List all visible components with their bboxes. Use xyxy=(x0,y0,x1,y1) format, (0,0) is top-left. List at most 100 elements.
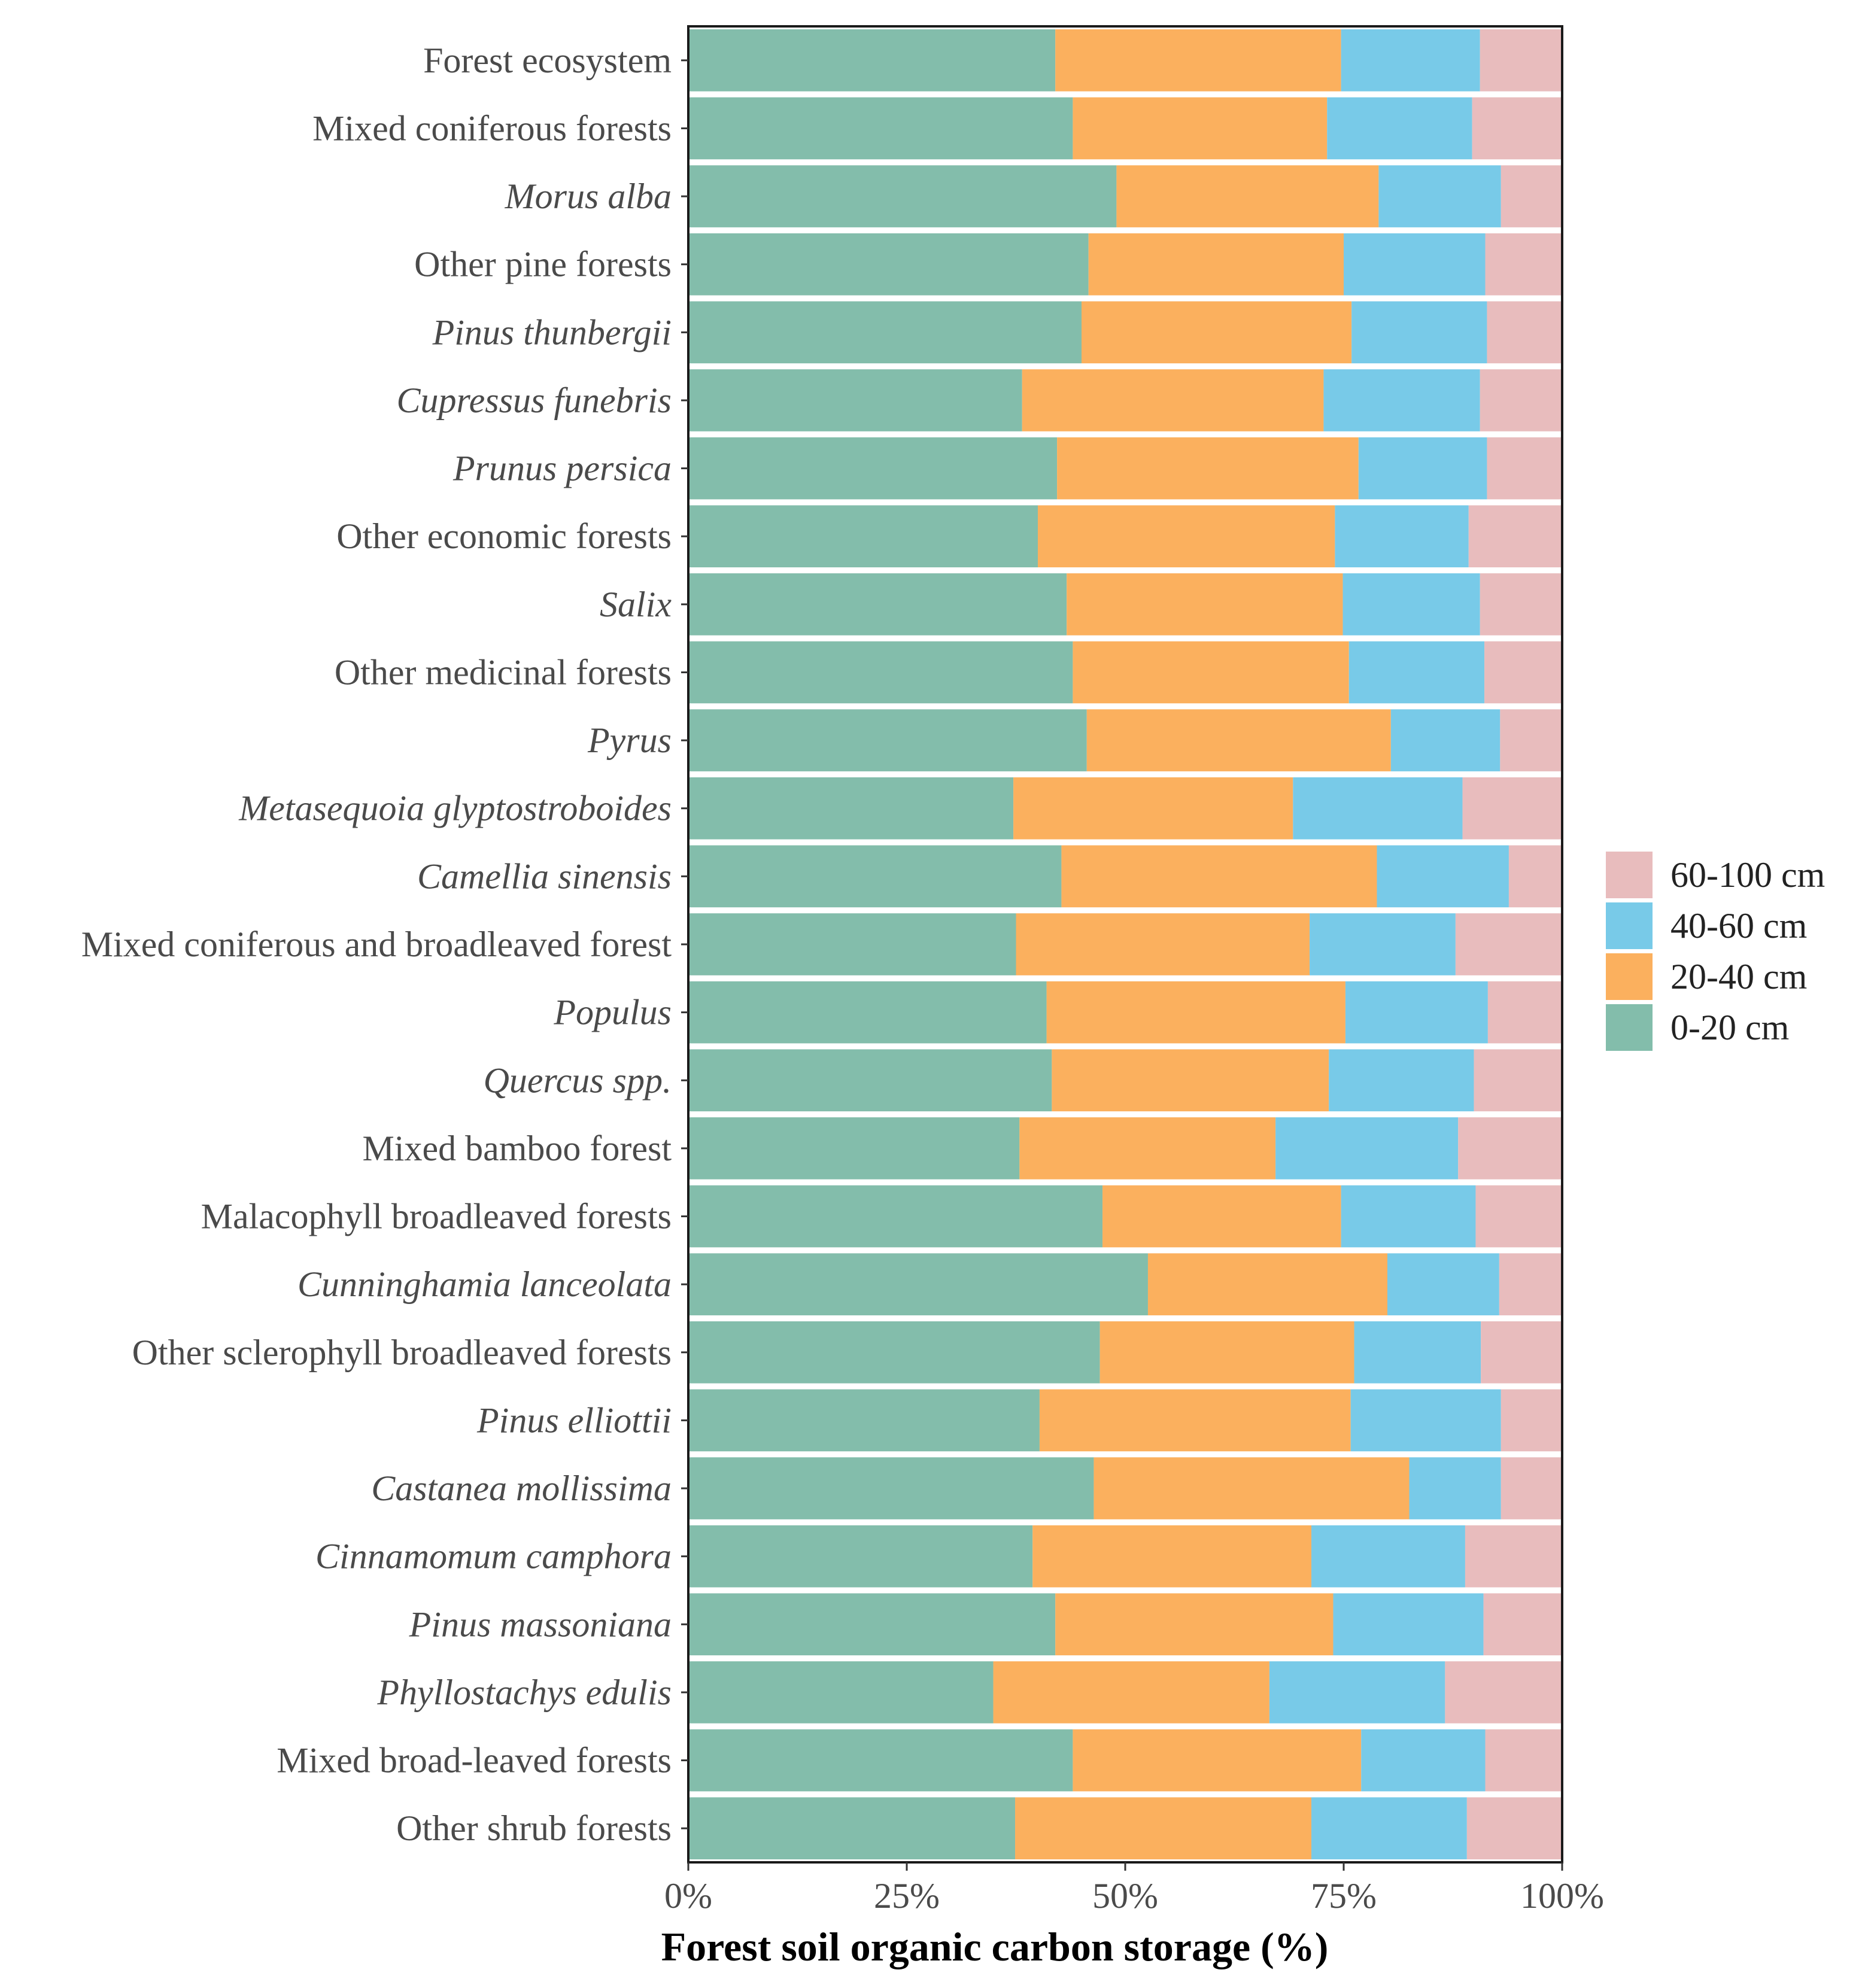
bar-segment-60-100cm-9 xyxy=(1484,641,1562,704)
legend-key-20-40cm xyxy=(1606,953,1653,1000)
y-label-6: Prunus persica xyxy=(452,449,672,488)
bar-segment-0-20cm-1 xyxy=(688,97,1073,160)
bar-segment-60-100cm-5 xyxy=(1480,369,1562,431)
y-label-7: Other economic forests xyxy=(336,516,672,556)
bar-segment-40-60cm-17 xyxy=(1341,1185,1476,1248)
bar-segment-40-60cm-5 xyxy=(1323,369,1480,431)
bar-segment-20-40cm-23 xyxy=(1055,1593,1334,1656)
legend-key-0-20cm xyxy=(1606,1004,1653,1051)
y-label-5: Cupressus funebris xyxy=(397,381,672,420)
bar-segment-20-40cm-1 xyxy=(1073,97,1328,160)
bar-segment-0-20cm-26 xyxy=(688,1797,1016,1859)
bar-segment-60-100cm-19 xyxy=(1481,1321,1562,1384)
bar-segment-20-40cm-11 xyxy=(1013,777,1293,840)
bar-segment-20-40cm-26 xyxy=(1015,1797,1311,1859)
bar-segment-20-40cm-7 xyxy=(1038,505,1335,568)
bar-segment-0-20cm-23 xyxy=(688,1593,1056,1656)
bar-segment-40-60cm-7 xyxy=(1335,505,1469,568)
bar-segment-40-60cm-21 xyxy=(1409,1457,1501,1519)
bar-segment-60-100cm-3 xyxy=(1485,233,1562,296)
legend-label-2: 20-40 cm xyxy=(1670,957,1807,996)
bar-segment-60-100cm-6 xyxy=(1487,437,1562,500)
y-label-17: Malacophyll broadleaved forests xyxy=(201,1197,672,1236)
y-label-4: Pinus thunbergii xyxy=(432,312,672,352)
bar-segment-40-60cm-13 xyxy=(1310,913,1456,975)
bar-segment-40-60cm-24 xyxy=(1269,1661,1445,1723)
y-label-2: Morus alba xyxy=(505,177,672,216)
bar-segment-40-60cm-20 xyxy=(1350,1389,1501,1452)
bar-segment-40-60cm-11 xyxy=(1293,777,1463,840)
bar-segment-0-20cm-15 xyxy=(688,1049,1052,1112)
y-label-1: Mixed coniferous forests xyxy=(312,108,672,148)
bar-segment-60-100cm-7 xyxy=(1468,505,1562,568)
bar-segment-0-20cm-2 xyxy=(688,165,1117,227)
bar-segment-60-100cm-18 xyxy=(1499,1253,1562,1315)
bar-segment-0-20cm-6 xyxy=(688,437,1058,500)
bar-segment-20-40cm-8 xyxy=(1067,573,1343,636)
bar-segment-0-20cm-17 xyxy=(688,1185,1103,1248)
bar-segment-20-40cm-16 xyxy=(1019,1117,1276,1180)
bar-segment-40-60cm-16 xyxy=(1275,1117,1459,1180)
y-label-24: Phyllostachys edulis xyxy=(376,1673,672,1712)
bar-segment-40-60cm-14 xyxy=(1345,981,1488,1044)
x-axis-ticks: 0% 25% 50% 75% 100% xyxy=(664,1862,1604,1916)
bars-layer xyxy=(688,29,1562,1859)
bar-segment-20-40cm-2 xyxy=(1116,165,1379,227)
y-label-13: Mixed coniferous and broadleaved forest xyxy=(81,925,672,964)
legend-key-40-60cm xyxy=(1606,902,1653,949)
x-tick-label-3: 75% xyxy=(1311,1876,1377,1916)
bar-segment-60-100cm-26 xyxy=(1466,1797,1562,1859)
bar-segment-20-40cm-0 xyxy=(1055,29,1341,92)
bar-segment-20-40cm-17 xyxy=(1102,1185,1341,1248)
y-label-11: Metasequoia glyptostroboides xyxy=(238,789,672,828)
bar-segment-60-100cm-15 xyxy=(1474,1049,1562,1112)
bar-segment-60-100cm-23 xyxy=(1483,1593,1562,1656)
bar-segment-20-40cm-14 xyxy=(1046,981,1345,1044)
y-label-8: Salix xyxy=(600,585,672,624)
bar-segment-40-60cm-4 xyxy=(1351,301,1487,364)
x-tick-label-2: 50% xyxy=(1092,1876,1158,1916)
y-label-3: Other pine forests xyxy=(414,245,672,284)
bar-segment-20-40cm-5 xyxy=(1022,369,1324,431)
bar-segment-0-20cm-8 xyxy=(688,573,1067,636)
bar-segment-0-20cm-25 xyxy=(688,1729,1073,1792)
bar-segment-20-40cm-12 xyxy=(1061,845,1377,908)
bar-segment-40-60cm-3 xyxy=(1344,233,1486,296)
y-label-23: Pinus massoniana xyxy=(409,1604,672,1644)
bar-segment-60-100cm-12 xyxy=(1508,845,1562,908)
bar-segment-0-20cm-5 xyxy=(688,369,1022,431)
bar-segment-40-60cm-25 xyxy=(1361,1729,1486,1792)
bar-segment-40-60cm-22 xyxy=(1311,1525,1465,1588)
y-label-21: Castanea mollissima xyxy=(371,1469,672,1508)
bar-segment-20-40cm-18 xyxy=(1147,1253,1387,1315)
bar-segment-0-20cm-20 xyxy=(688,1389,1040,1452)
bar-segment-60-100cm-24 xyxy=(1445,1661,1562,1723)
bar-segment-40-60cm-10 xyxy=(1390,709,1500,771)
bar-segment-60-100cm-21 xyxy=(1500,1457,1562,1519)
bar-segment-60-100cm-2 xyxy=(1500,165,1562,227)
bar-segment-20-40cm-6 xyxy=(1057,437,1359,500)
legend-key-60-100cm xyxy=(1606,852,1653,898)
bar-segment-40-60cm-12 xyxy=(1377,845,1509,908)
bar-segment-0-20cm-3 xyxy=(688,233,1089,296)
x-axis-title: Forest soil organic carbon storage (%) xyxy=(661,1924,1329,1969)
y-label-9: Other medicinal forests xyxy=(335,652,672,692)
bar-segment-0-20cm-21 xyxy=(688,1457,1094,1519)
bar-segment-60-100cm-8 xyxy=(1480,573,1562,636)
bar-segment-60-100cm-4 xyxy=(1487,301,1562,364)
y-label-25: Mixed broad-leaved forests xyxy=(277,1741,672,1780)
bar-segment-60-100cm-20 xyxy=(1500,1389,1562,1452)
bar-segment-0-20cm-11 xyxy=(688,777,1014,840)
bar-segment-20-40cm-3 xyxy=(1088,233,1344,296)
bar-segment-60-100cm-0 xyxy=(1480,29,1562,92)
bar-segment-40-60cm-2 xyxy=(1378,165,1501,227)
bar-segment-40-60cm-6 xyxy=(1358,437,1487,500)
y-label-26: Other shrub forests xyxy=(396,1808,672,1848)
bar-segment-0-20cm-0 xyxy=(688,29,1056,92)
y-label-18: Cunninghamia lanceolata xyxy=(297,1264,672,1304)
bar-segment-0-20cm-12 xyxy=(688,845,1062,908)
bar-segment-60-100cm-10 xyxy=(1500,709,1562,771)
y-label-22: Cinnamomum camphora xyxy=(315,1537,672,1576)
bar-segment-60-100cm-1 xyxy=(1472,97,1562,160)
